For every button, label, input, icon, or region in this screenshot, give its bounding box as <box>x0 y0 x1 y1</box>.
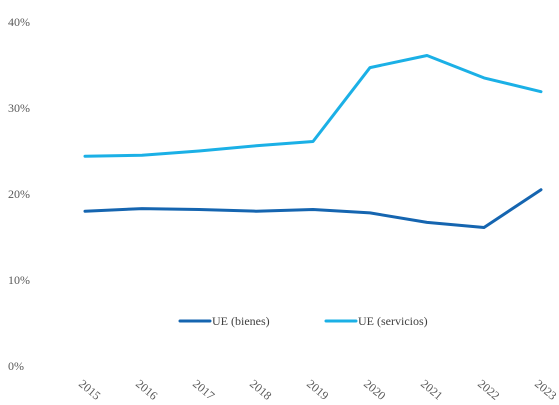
y-axis: 0% 10% 20% 30% 40% <box>8 15 30 373</box>
x-tick-label: 2020 <box>361 377 388 403</box>
x-tick-label: 2019 <box>304 377 331 403</box>
y-tick-label: 30% <box>8 101 30 115</box>
y-tick-label: 40% <box>8 15 30 29</box>
x-tick-label: 2015 <box>76 377 103 403</box>
y-tick-label: 10% <box>8 273 30 287</box>
legend-label: UE (bienes) <box>212 314 270 328</box>
x-tick-label: 2023 <box>532 377 559 403</box>
x-tick-label: 2017 <box>190 377 217 403</box>
x-tick-label: 2018 <box>247 377 274 403</box>
series-layer <box>83 54 543 229</box>
legend-label: UE (servicios) <box>358 314 428 328</box>
y-tick-label: 0% <box>8 359 24 373</box>
x-tick-label: 2016 <box>133 377 160 403</box>
x-axis: 2015 2016 2017 2018 2019 2020 2021 2022 2023 <box>76 377 559 403</box>
x-tick-label: 2022 <box>475 377 502 403</box>
legend: UE (bienes) UE (servicios) <box>178 314 428 328</box>
series-line-bienes <box>83 188 543 229</box>
x-tick-label: 2021 <box>418 377 445 403</box>
series-line-servicios <box>83 54 543 158</box>
y-tick-label: 20% <box>8 187 30 201</box>
